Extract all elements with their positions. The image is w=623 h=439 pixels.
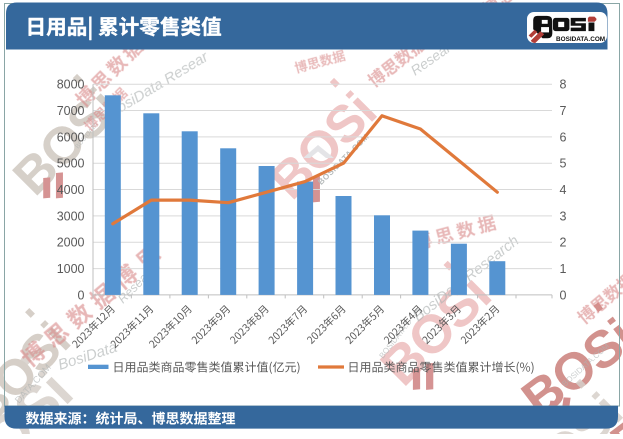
svg-text:7000: 7000 [57, 104, 85, 118]
svg-text:4: 4 [560, 183, 567, 197]
svg-text:7: 7 [560, 104, 567, 118]
svg-text:5: 5 [560, 157, 567, 171]
svg-text:1000: 1000 [57, 262, 85, 276]
svg-text:0: 0 [560, 288, 567, 302]
svg-text:8: 8 [560, 78, 567, 92]
svg-text:BOSIDATA.COM: BOSIDATA.COM [556, 36, 605, 43]
svg-text:3000: 3000 [57, 209, 85, 223]
svg-text:2: 2 [560, 236, 567, 250]
svg-text:6: 6 [560, 130, 567, 144]
svg-text:4000: 4000 [57, 183, 85, 197]
svg-text:1: 1 [560, 262, 567, 276]
svg-text:3: 3 [560, 209, 567, 223]
svg-text:0: 0 [78, 288, 85, 302]
svg-text:5000: 5000 [57, 157, 85, 171]
svg-text:8000: 8000 [57, 78, 85, 92]
svg-text:2000: 2000 [57, 236, 85, 250]
svg-text:6000: 6000 [57, 130, 85, 144]
